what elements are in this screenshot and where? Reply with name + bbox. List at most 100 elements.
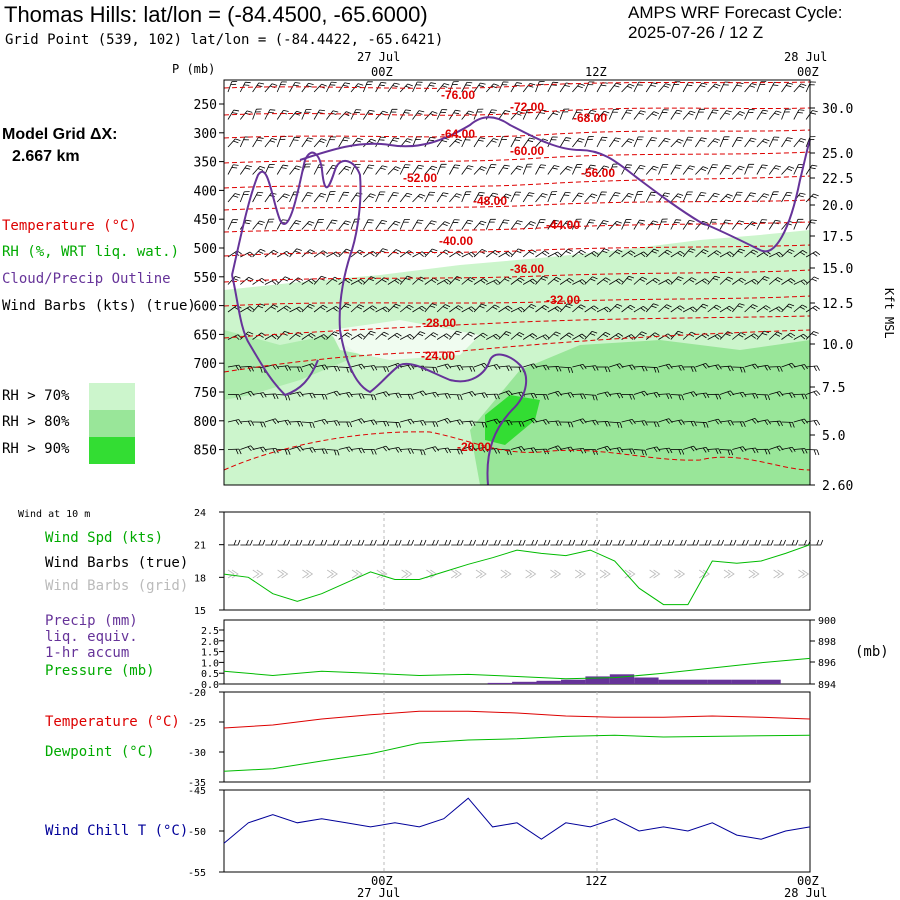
p-tick-label: 550 xyxy=(194,271,217,286)
wind-barb xyxy=(399,250,414,258)
wind-barb xyxy=(301,108,312,120)
wind-barb xyxy=(584,136,594,148)
wind-barb-grid xyxy=(351,569,363,579)
wind-barb xyxy=(523,392,538,399)
wind-barb xyxy=(350,393,365,399)
wind-barb xyxy=(424,248,438,258)
wind-barb xyxy=(240,390,255,397)
wind-barb xyxy=(424,82,437,93)
wind-barb xyxy=(473,421,488,428)
wind-barb xyxy=(535,81,545,93)
wind-barb xyxy=(732,391,747,398)
wind-barb xyxy=(744,363,759,370)
wind-barb xyxy=(239,191,250,203)
temperature-contours xyxy=(223,81,811,471)
wind-barb xyxy=(387,278,402,285)
wind-barb xyxy=(645,220,659,230)
wind-barb xyxy=(744,109,755,120)
wind-barb-true xyxy=(228,539,241,546)
wind-barb xyxy=(756,364,771,371)
kft-tick-label: 20.0 xyxy=(822,199,853,214)
wind-barb xyxy=(707,138,721,148)
wind-barb xyxy=(473,392,488,399)
wind-barb xyxy=(670,276,684,285)
wind-barb xyxy=(682,306,698,313)
wind-barb xyxy=(645,111,659,120)
wind-barb-grid xyxy=(550,569,562,579)
wind-barb xyxy=(682,219,695,230)
wind-barb xyxy=(264,137,277,148)
wind-speed-label: Wind Spd (kts) xyxy=(45,530,164,546)
wind-barb-true xyxy=(538,539,551,546)
wind-barb xyxy=(572,333,587,340)
wind-barb xyxy=(658,363,673,370)
wind-barb xyxy=(436,221,450,230)
wind-barb xyxy=(363,250,378,258)
wind-barb xyxy=(535,364,550,371)
wind-barb xyxy=(731,191,743,203)
precip-bar xyxy=(756,679,781,684)
wind-barb xyxy=(584,365,599,371)
wind-barb xyxy=(498,164,510,175)
wind-barb xyxy=(596,306,612,313)
wind-barb xyxy=(596,110,610,120)
wind-barb xyxy=(547,420,562,427)
wind-barb xyxy=(461,81,473,93)
wind-barb-true xyxy=(352,539,365,546)
wind-barb xyxy=(264,109,276,120)
wind-barb xyxy=(768,136,780,148)
wind-barb-true xyxy=(674,539,687,546)
wind-barb xyxy=(387,421,401,428)
wind-barb xyxy=(449,219,460,230)
wind-barb xyxy=(572,192,585,203)
wind-barb xyxy=(498,136,508,148)
wind-barb xyxy=(437,447,452,454)
wind-barb xyxy=(707,83,721,93)
wind-barb xyxy=(252,421,266,428)
temperature-contour-label: -52.00 xyxy=(403,171,437,185)
wind-barb xyxy=(781,278,796,285)
wind-barb xyxy=(658,304,672,313)
wind-barb xyxy=(535,419,550,425)
rh-shading xyxy=(224,230,810,485)
wind-barb xyxy=(769,391,784,397)
wind-barb-true xyxy=(550,539,563,546)
wind-barb xyxy=(707,275,721,285)
wind-barb xyxy=(461,306,476,313)
wind-barb xyxy=(289,366,303,373)
wind-barb xyxy=(313,109,325,120)
dewpoint-line xyxy=(223,734,811,772)
wind-barb xyxy=(596,391,612,398)
model-grid-value: 2.667 km xyxy=(12,148,80,165)
wind-barb xyxy=(584,394,598,401)
wind-barb xyxy=(547,136,558,148)
wind-barb-true xyxy=(488,539,501,546)
wind-barb xyxy=(375,191,386,203)
wind-barb xyxy=(781,108,791,120)
wind-barb xyxy=(338,332,353,340)
wind-barb xyxy=(338,220,351,230)
wind-barb xyxy=(559,191,571,203)
wind-barb xyxy=(498,331,512,340)
wind-barb xyxy=(768,331,783,340)
wind-barb xyxy=(338,191,350,203)
wind-barb xyxy=(387,303,401,313)
wind-speed-line xyxy=(223,544,811,606)
wind-barb xyxy=(400,418,415,425)
wind-barb xyxy=(793,250,808,258)
wind-barb xyxy=(301,333,316,340)
wind-barb xyxy=(485,218,496,230)
wind-barb xyxy=(670,250,685,258)
wind-barb xyxy=(424,303,438,313)
wind-barb xyxy=(301,82,314,93)
wind-barb xyxy=(756,305,771,313)
wind-barb xyxy=(276,193,290,203)
wind-barb xyxy=(805,305,820,313)
wind-barb xyxy=(559,303,573,313)
temperature-contour-label: -44.00 xyxy=(546,218,580,232)
wind-barb-grid xyxy=(227,569,239,579)
wind-barb xyxy=(744,393,759,399)
wind-barb xyxy=(289,220,302,230)
wind-barb xyxy=(486,333,501,340)
wind-barb xyxy=(707,304,722,313)
